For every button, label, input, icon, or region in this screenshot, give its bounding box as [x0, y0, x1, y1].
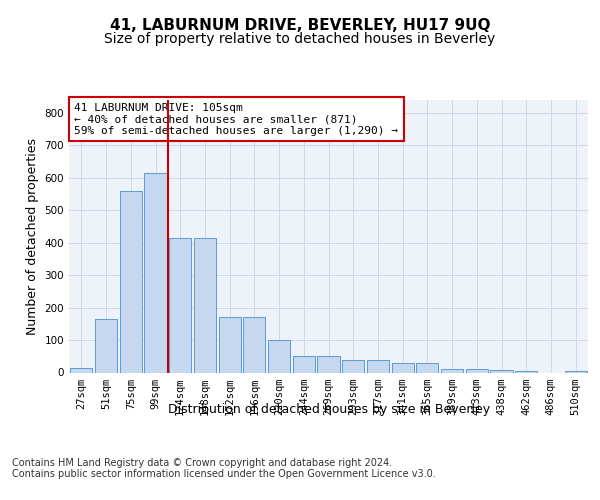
- Bar: [293, 356, 315, 372]
- Bar: [243, 318, 265, 372]
- Bar: [218, 318, 241, 372]
- Bar: [342, 360, 364, 372]
- Text: Contains HM Land Registry data © Crown copyright and database right 2024.
Contai: Contains HM Land Registry data © Crown c…: [12, 458, 436, 479]
- Bar: [145, 173, 167, 372]
- Text: 41, LABURNUM DRIVE, BEVERLEY, HU17 9UQ: 41, LABURNUM DRIVE, BEVERLEY, HU17 9UQ: [110, 18, 490, 32]
- Bar: [169, 238, 191, 372]
- Text: 41 LABURNUM DRIVE: 105sqm
← 40% of detached houses are smaller (871)
59% of semi: 41 LABURNUM DRIVE: 105sqm ← 40% of detac…: [74, 102, 398, 136]
- Bar: [194, 238, 216, 372]
- Bar: [268, 340, 290, 372]
- Bar: [392, 364, 414, 372]
- Bar: [466, 368, 488, 372]
- Y-axis label: Number of detached properties: Number of detached properties: [26, 138, 39, 335]
- Bar: [95, 319, 117, 372]
- Bar: [367, 360, 389, 372]
- Bar: [565, 371, 587, 372]
- Bar: [416, 364, 439, 372]
- Bar: [515, 371, 538, 372]
- Bar: [441, 368, 463, 372]
- Bar: [119, 191, 142, 372]
- Text: Size of property relative to detached houses in Beverley: Size of property relative to detached ho…: [104, 32, 496, 46]
- Text: Distribution of detached houses by size in Beverley: Distribution of detached houses by size …: [168, 402, 490, 415]
- Bar: [490, 370, 512, 372]
- Bar: [70, 368, 92, 372]
- Bar: [317, 356, 340, 372]
